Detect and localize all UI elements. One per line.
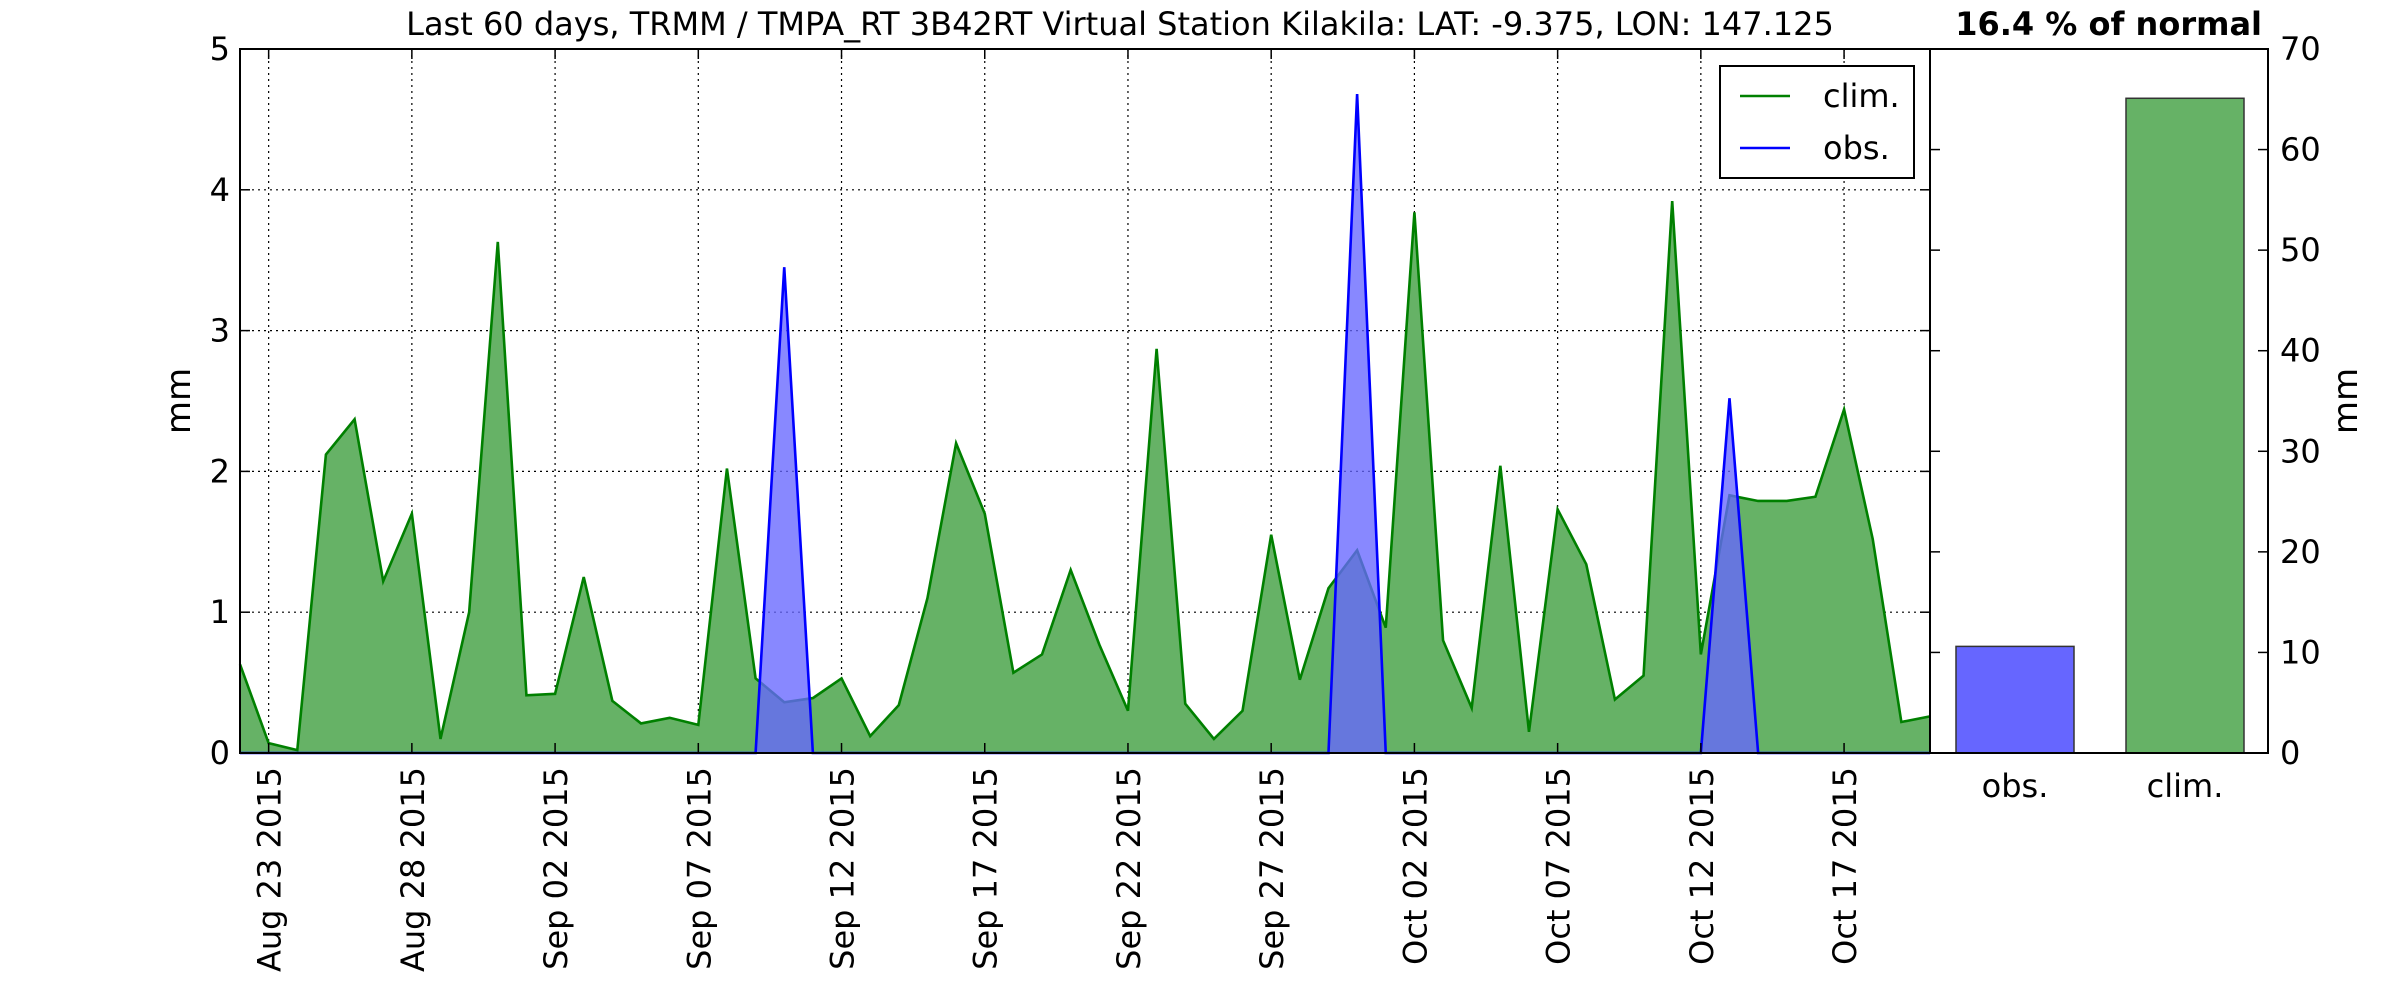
y-tick-label: 5: [210, 30, 230, 68]
x-tick-label: Sep 17 2015: [967, 767, 1005, 970]
bar-clim: [2125, 97, 2245, 754]
bar-y-tick-label: 40: [2280, 332, 2321, 370]
bar-y-tick-label: 10: [2280, 633, 2321, 671]
x-tick-label: Aug 23 2015: [251, 767, 289, 972]
x-tick-label: Sep 02 2015: [537, 767, 575, 970]
bar-y-tick-label: 30: [2280, 432, 2321, 470]
series-line-clim: [238, 200, 1931, 752]
y-tick-label: 3: [210, 312, 230, 350]
bar-axes: obs. clim. 0 10 20 30 40 50 60 70 mm 16.4 % of norm…: [1929, 5, 2366, 805]
bar-y-tick-label: 20: [2280, 533, 2321, 571]
legend: clim. obs.: [1719, 65, 1915, 179]
x-tick-label: Aug 28 2015: [394, 767, 432, 972]
x-tick-label: Sep 22 2015: [1110, 767, 1148, 970]
bar-category-label: obs.: [1982, 767, 2049, 805]
bar-obs: [1955, 645, 2075, 754]
x-tick-label: Oct 17 2015: [1826, 767, 1864, 965]
legend-label: obs.: [1823, 129, 1890, 167]
main-axes: 0 1 2 3 4 5 Aug 23 2015 Aug 28 2015 Sep 02 2015 S…: [159, 5, 1931, 972]
bar-y-tick-label: 0: [2280, 734, 2300, 772]
main-series: [238, 94, 1931, 755]
series-area-clim: [240, 201, 1930, 753]
x-tick-label: Oct 07 2015: [1540, 767, 1578, 965]
legend-box: [1719, 65, 1915, 179]
y-tick-label: 2: [210, 452, 230, 490]
bar-chart-title: 16.4 % of normal: [1955, 5, 2262, 43]
legend-label: clim.: [1823, 77, 1900, 115]
bar-category-label: clim.: [2147, 767, 2224, 805]
bar-y-axis-label: mm: [2326, 368, 2366, 434]
y-axis-label: mm: [159, 368, 199, 434]
y-tick-label: 0: [210, 734, 230, 772]
bar-y-tick-label: 60: [2280, 131, 2321, 169]
bar-y-tick-label: 70: [2280, 30, 2321, 68]
chart-title: Last 60 days, TRMM / TMPA_RT 3B42RT Virt…: [406, 5, 1834, 43]
y-tick-label: 4: [210, 171, 230, 209]
y-tick-label: 1: [210, 593, 230, 631]
x-tick-label: Sep 12 2015: [824, 767, 862, 970]
x-tick-label: Sep 07 2015: [680, 767, 718, 970]
bar-y-tick-label: 50: [2280, 231, 2321, 269]
x-tick-label: Oct 12 2015: [1683, 767, 1721, 965]
x-tick-label: Sep 27 2015: [1253, 767, 1291, 970]
x-tick-label: Oct 02 2015: [1396, 767, 1434, 965]
bar-plot-frame: [1929, 48, 2269, 754]
